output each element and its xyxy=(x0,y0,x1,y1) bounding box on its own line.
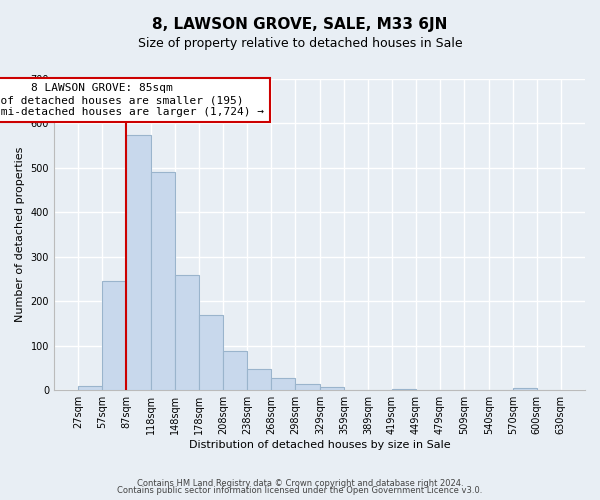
Bar xyxy=(320,386,344,390)
X-axis label: Distribution of detached houses by size in Sale: Distribution of detached houses by size … xyxy=(188,440,450,450)
Bar xyxy=(78,386,102,390)
Text: Size of property relative to detached houses in Sale: Size of property relative to detached ho… xyxy=(137,38,463,51)
Text: 8 LAWSON GROVE: 85sqm
← 10% of detached houses are smaller (195)
89% of semi-det: 8 LAWSON GROVE: 85sqm ← 10% of detached … xyxy=(0,84,264,116)
Text: Contains HM Land Registry data © Crown copyright and database right 2024.: Contains HM Land Registry data © Crown c… xyxy=(137,478,463,488)
Bar xyxy=(199,314,223,390)
Text: 8, LAWSON GROVE, SALE, M33 6JN: 8, LAWSON GROVE, SALE, M33 6JN xyxy=(152,18,448,32)
Y-axis label: Number of detached properties: Number of detached properties xyxy=(15,147,25,322)
Bar xyxy=(271,378,295,390)
Bar xyxy=(102,282,126,390)
Bar xyxy=(513,388,537,390)
Bar xyxy=(151,172,175,390)
Text: Contains public sector information licensed under the Open Government Licence v3: Contains public sector information licen… xyxy=(118,486,482,495)
Bar xyxy=(175,274,199,390)
Bar xyxy=(295,384,320,390)
Bar xyxy=(247,370,271,390)
Bar xyxy=(223,351,247,390)
Bar xyxy=(126,134,151,390)
Bar xyxy=(392,389,416,390)
